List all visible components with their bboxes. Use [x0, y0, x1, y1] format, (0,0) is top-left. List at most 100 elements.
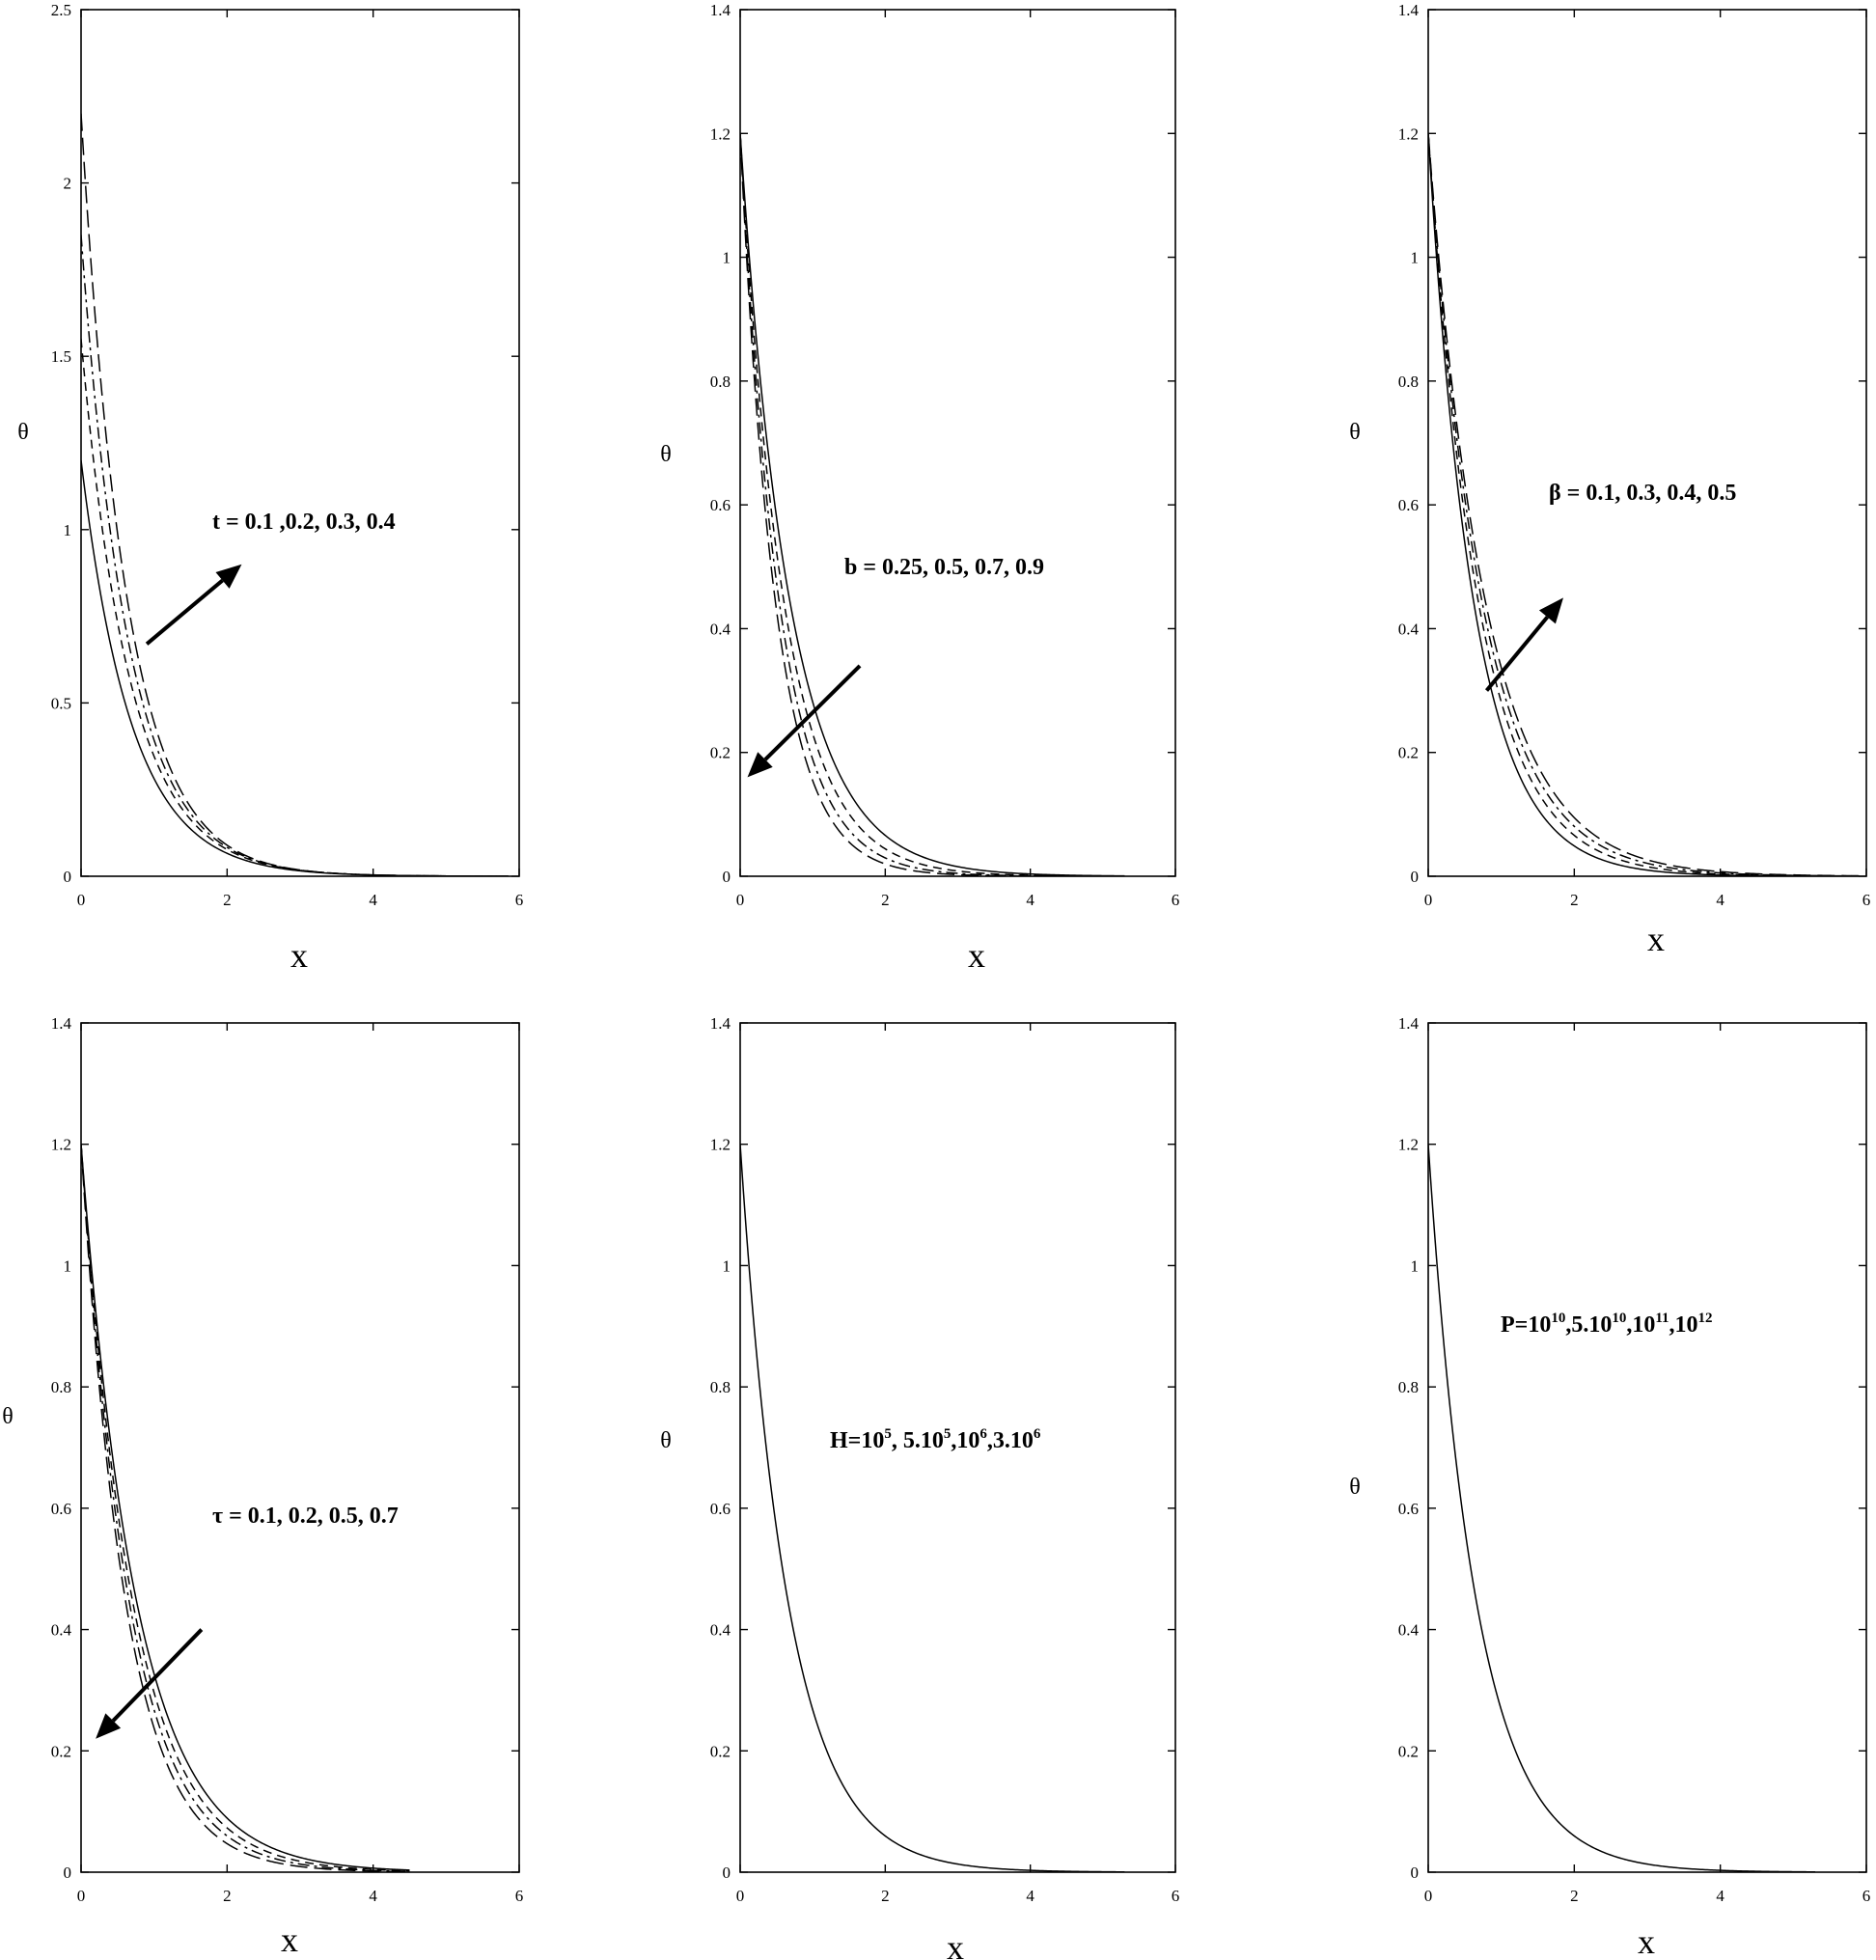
x-tick-label: 2 — [881, 1887, 890, 1905]
y-tick-label: 0.6 — [1398, 496, 1419, 514]
x-tick-label: 0 — [736, 1887, 745, 1905]
plot-frame — [739, 9, 1176, 877]
plot-frame — [739, 1022, 1176, 1873]
y-axis-label: θ — [660, 1428, 672, 1453]
y-tick-label: 1 — [723, 1256, 731, 1275]
y-tick-label: 0.4 — [1398, 1621, 1420, 1640]
x-tick-label: 2 — [1570, 891, 1579, 909]
y-tick-label: 0.8 — [710, 1378, 731, 1396]
series-line-2 — [740, 133, 1125, 876]
chart-panel-3: 0 0.2 0.4 0.6 0.8 1 1.2 1.4 0 2 4 6 x θ β = 0.1, 0.3, … — [1349, 1, 1870, 958]
annotation-text: ,3.10 — [987, 1428, 1034, 1453]
annotation-text: ,10 — [951, 1428, 979, 1453]
plot-frame — [1427, 1022, 1867, 1873]
y-tick-label: 0 — [723, 868, 731, 886]
parameter-annotation: P=1010,5.1010,1011,1012 — [1501, 1311, 1713, 1338]
y-tick-label: 0.6 — [710, 496, 731, 514]
y-tick-label: 0.8 — [1398, 373, 1419, 391]
annotation-superscript: 10 — [1551, 1311, 1565, 1326]
y-tick-label: 0.2 — [710, 1742, 731, 1760]
x-tick-label: 4 — [1716, 1887, 1724, 1905]
y-axis-label: θ — [17, 420, 29, 445]
annotation-superscript: 5 — [884, 1426, 892, 1442]
chart-panel-2: 0 0.2 0.4 0.6 0.8 1 1.2 1.4 0 2 4 6 x θ b = 0.25, 0.5,… — [660, 1, 1179, 975]
x-axis-label: x — [290, 936, 308, 975]
y-tick-label: 1 — [64, 521, 72, 539]
x-tick-label: 0 — [736, 891, 745, 909]
x-axis-label: x — [1638, 1922, 1655, 1960]
series-line-4 — [1428, 133, 1860, 876]
annotation-superscript: 10 — [1612, 1311, 1626, 1326]
y-tick-label: 0 — [1411, 868, 1420, 886]
parameter-annotation: H=105, 5.105,106,3.106 — [830, 1426, 1041, 1453]
y-tick-label: 0.8 — [51, 1378, 71, 1396]
y-tick-label: 0.8 — [1398, 1378, 1419, 1396]
y-tick-label: 1.5 — [51, 347, 71, 366]
series-line-3 — [740, 133, 1125, 876]
y-axis-label: θ — [1349, 1475, 1361, 1500]
y-tick-label: 2.5 — [51, 1, 71, 19]
trend-arrow-head — [215, 564, 242, 589]
annotation-superscript: 12 — [1698, 1311, 1713, 1326]
x-axis-label: x — [281, 1920, 298, 1959]
y-tick-label: 1.4 — [710, 1014, 731, 1033]
annotation-text: , 5.10 — [892, 1428, 944, 1453]
annotation-superscript: 6 — [1034, 1426, 1041, 1442]
x-tick-label: 2 — [223, 1887, 232, 1905]
series-line-2 — [81, 1144, 410, 1872]
plot-frame — [80, 1022, 520, 1873]
y-tick-label: 0.5 — [51, 694, 71, 712]
y-tick-label: 0 — [64, 1863, 72, 1882]
y-tick-label: 1 — [1411, 249, 1420, 267]
x-tick-label: 2 — [881, 891, 890, 909]
plot-frame — [80, 9, 520, 877]
series-line-1 — [81, 1144, 410, 1871]
series-line-1 — [1428, 1144, 1816, 1872]
annotation-text: ,10 — [1626, 1312, 1655, 1338]
series-line-4 — [740, 133, 1125, 876]
y-tick-label: 0.4 — [710, 1621, 731, 1640]
series-line-2 — [81, 339, 509, 876]
series-line-3 — [81, 1144, 410, 1872]
series-line-4 — [81, 113, 509, 876]
series-line-1 — [740, 133, 1125, 876]
x-tick-label: 6 — [515, 1887, 524, 1905]
y-tick-label: 2 — [64, 175, 72, 193]
y-tick-label: 1 — [64, 1256, 72, 1275]
x-tick-label: 6 — [1862, 891, 1871, 909]
parameter-annotation: b = 0.25, 0.5, 0.7, 0.9 — [844, 555, 1044, 580]
y-tick-label: 0.6 — [1398, 1500, 1419, 1518]
x-tick-label: 6 — [1172, 1887, 1180, 1905]
y-tick-label: 1.4 — [1398, 1014, 1420, 1033]
x-axis-label: x — [947, 1928, 964, 1960]
x-tick-label: 2 — [223, 891, 232, 909]
trend-arrow — [763, 664, 862, 761]
series-line-4 — [81, 1144, 410, 1872]
y-tick-label: 0.2 — [51, 1742, 71, 1760]
x-tick-label: 2 — [1570, 1887, 1579, 1905]
x-tick-label: 4 — [369, 1887, 377, 1905]
y-tick-label: 0 — [723, 1863, 731, 1882]
chart-panel-4: 0 0.2 0.4 0.6 0.8 1 1.2 1.4 0 2 4 6 x θ τ = 0.1, 0.2, … — [2, 1014, 523, 1959]
annotation-text: ,10 — [1669, 1312, 1698, 1338]
y-tick-label: 1.2 — [51, 1136, 71, 1154]
y-tick-label: 0.4 — [710, 620, 731, 638]
y-tick-label: 0.4 — [51, 1621, 72, 1640]
trend-arrow-head — [96, 1713, 122, 1739]
y-tick-label: 0.2 — [1398, 1742, 1419, 1760]
y-tick-label: 1.4 — [51, 1014, 72, 1033]
x-tick-label: 4 — [1716, 891, 1724, 909]
series-line-1 — [740, 1144, 1125, 1872]
x-tick-label: 0 — [77, 1887, 86, 1905]
y-tick-label: 1.2 — [710, 1136, 731, 1154]
x-tick-label: 0 — [1424, 1887, 1433, 1905]
y-tick-label: 1.4 — [710, 1, 731, 19]
parameter-annotation: τ = 0.1, 0.2, 0.5, 0.7 — [212, 1504, 399, 1529]
trend-arrow-head — [747, 752, 773, 778]
x-tick-label: 4 — [1026, 1887, 1035, 1905]
parameter-annotation: t = 0.1 ,0.2, 0.3, 0.4 — [212, 510, 396, 535]
y-axis-label: θ — [660, 442, 672, 467]
y-tick-label: 0.4 — [1398, 620, 1420, 638]
y-tick-label: 0.2 — [1398, 744, 1419, 762]
